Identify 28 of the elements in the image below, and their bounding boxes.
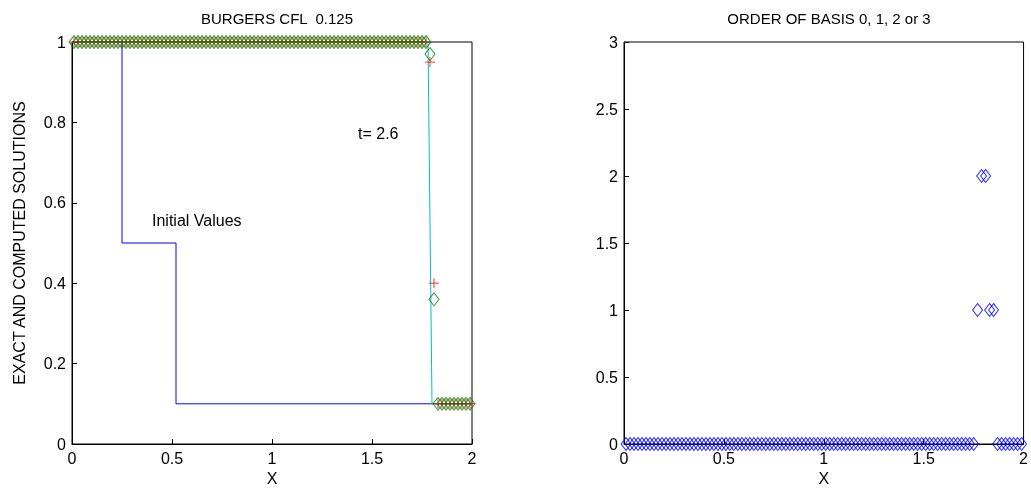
y-tick-label: 0 — [609, 435, 619, 453]
x-tick-label: 1 — [819, 449, 829, 467]
y-tick-label: 1 — [57, 33, 67, 51]
x-tick-label: 0.5 — [712, 449, 736, 467]
y-tick-label: 0.4 — [43, 274, 67, 292]
x-tick-label: 2 — [1019, 449, 1029, 467]
y-tick-label: 3 — [609, 33, 619, 51]
y-tick-label: 0.8 — [43, 113, 67, 131]
chart-title: ORDER OF BASIS 0, 1, 2 or 3 — [727, 10, 931, 27]
x-tick-label: 2 — [467, 449, 477, 467]
chart-title: BURGERS CFL 0.125 — [201, 10, 353, 27]
x-tick-label: 1 — [267, 449, 277, 467]
annotation: Initial Values — [152, 211, 242, 229]
x-axis-title: X — [266, 470, 278, 488]
y-tick-label: 0.6 — [43, 194, 67, 212]
y-tick-label: 2 — [609, 167, 619, 185]
y-tick-label: 2.5 — [595, 100, 619, 118]
y-tick-label: 0 — [57, 435, 67, 453]
y-tick-label: 0.2 — [43, 355, 67, 373]
y-tick-label: 1.5 — [595, 234, 619, 252]
y-tick-label: 0.5 — [595, 368, 619, 386]
x-axis-title: X — [818, 470, 830, 488]
x-tick-label: 0.5 — [160, 449, 184, 467]
x-tick-label: 1.5 — [912, 449, 935, 467]
annotation: t= 2.6 — [358, 124, 399, 142]
y-axis-title: EXACT AND COMPUTED SOLUTIONS — [10, 101, 28, 385]
y-tick-label: 1 — [609, 301, 619, 319]
x-tick-label: 1.5 — [360, 449, 384, 467]
